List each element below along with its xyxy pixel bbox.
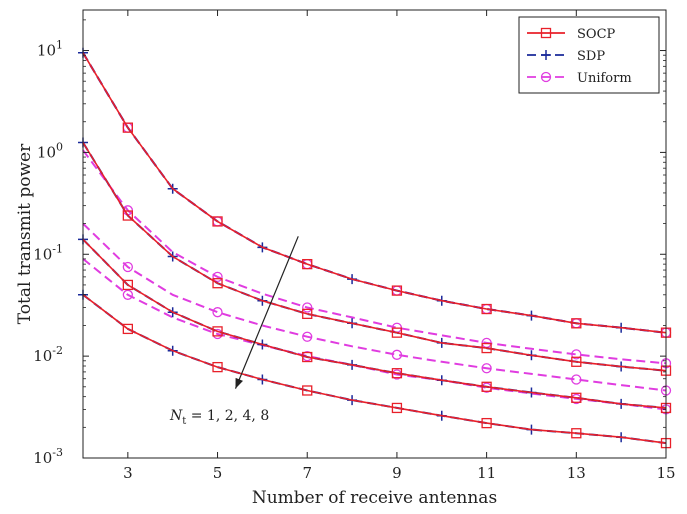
data-point-square (212, 278, 223, 289)
x-tick-label: 9 (392, 464, 402, 482)
data-point-square (481, 303, 492, 315)
series-line (82, 294, 667, 444)
annotation-arrow-head (235, 377, 243, 389)
legend-label: Uniform (577, 71, 632, 86)
data-point-circle (571, 349, 582, 360)
data-point-square (571, 356, 582, 367)
x-tick-label: 3 (123, 464, 133, 482)
y-tick-label: 10-2 (33, 344, 63, 365)
data-point-square (391, 368, 403, 379)
legend: SOCP SDP Uniform (518, 16, 660, 94)
series-line (82, 149, 667, 365)
data-point-square (391, 285, 403, 296)
series-line (82, 52, 667, 334)
data-point-square (571, 428, 582, 439)
data-point-square (302, 258, 313, 270)
data-point-circle (302, 331, 313, 342)
y-tick-label: 10-1 (33, 242, 63, 263)
data-point-square (391, 327, 403, 338)
legend-marker-square (540, 27, 552, 39)
x-tick-label: 5 (213, 464, 223, 482)
legend-item-socp: SOCP (527, 27, 616, 42)
x-tick-label: 13 (567, 464, 586, 482)
data-point-square (481, 417, 492, 429)
data-point-square (122, 122, 133, 133)
annotation-arrow-line (234, 236, 299, 389)
data-point-square (302, 385, 313, 396)
y-tick-label: 100 (37, 140, 63, 161)
series-line (82, 222, 667, 392)
x-tick-label: 15 (656, 464, 675, 482)
plot-frame (82, 9, 667, 459)
annotation-label: Nt = 1, 2, 4, 8 (169, 408, 269, 427)
data-point-square (571, 392, 582, 403)
data-point-square (481, 342, 492, 354)
legend-item-uniform: Uniform (527, 71, 632, 86)
legend-marker-plus (541, 50, 551, 60)
data-point-circle (212, 307, 223, 318)
series-layer (78, 47, 672, 449)
annotation-layer: Nt = 1, 2, 4, 8 (169, 236, 299, 427)
data-point-square (302, 351, 313, 363)
legend-label: SOCP (577, 27, 616, 42)
y-tick-label: 101 (37, 39, 63, 60)
data-point-square (122, 279, 133, 291)
series-socp-nt2 (82, 142, 672, 376)
data-point-circle (122, 261, 133, 273)
y-tick-label: 10-3 (33, 446, 63, 467)
y-axis-label: Total transmit power (15, 143, 35, 324)
data-point-square (212, 361, 223, 373)
data-point-circle (481, 363, 492, 374)
data-point-circle (122, 289, 133, 300)
data-point-circle (302, 302, 313, 313)
data-point-circle (391, 349, 403, 360)
data-point-circle (212, 271, 223, 283)
x-axis-label: Number of receive antennas (252, 488, 497, 508)
x-tick-label: 11 (477, 464, 496, 482)
data-point-square (571, 318, 582, 329)
data-point-square (481, 381, 492, 392)
legend-label: SDP (577, 49, 605, 64)
data-point-square (212, 326, 223, 337)
legend-item-sdp: SDP (527, 49, 605, 64)
legend-marker-circle (540, 71, 552, 83)
data-point-square (302, 308, 313, 320)
x-tick-label: 7 (302, 464, 312, 482)
data-point-square (122, 323, 133, 335)
data-point-circle (571, 374, 582, 385)
data-point-square (122, 210, 133, 221)
data-point-square (212, 216, 223, 227)
ticks-layer: 3 5 7 9 11 13 15 101 100 10-1 10-2 10-3 (33, 10, 676, 482)
series-line (82, 238, 667, 409)
data-point-square (391, 402, 403, 414)
series-line (82, 142, 667, 372)
